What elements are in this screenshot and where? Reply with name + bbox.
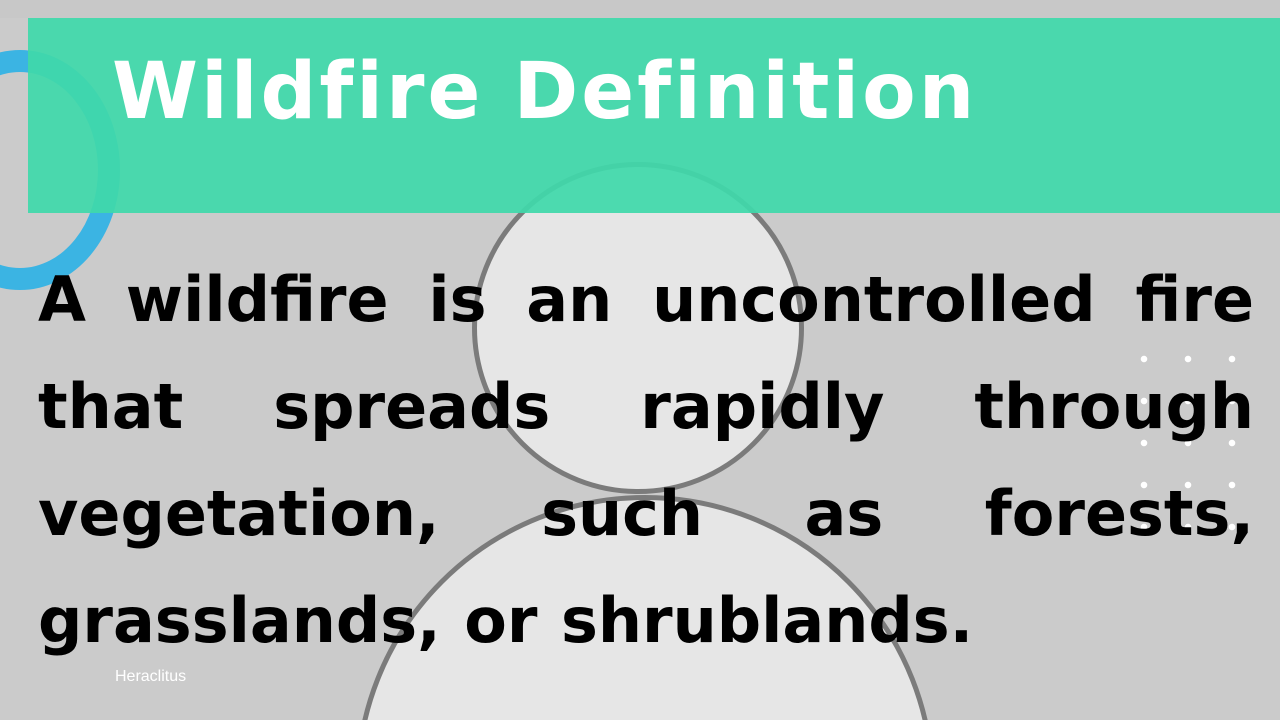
definition-text: A wildfire is an uncontrolled fire that … bbox=[38, 263, 1254, 657]
slide-title: Wildfire Definition bbox=[112, 47, 978, 137]
decorative-circle-top bbox=[472, 162, 804, 494]
author-caption: Heraclitus bbox=[115, 668, 187, 685]
decorative-dot-grid bbox=[1122, 338, 1262, 553]
title-banner bbox=[28, 18, 1280, 213]
top-strip bbox=[0, 0, 1280, 18]
